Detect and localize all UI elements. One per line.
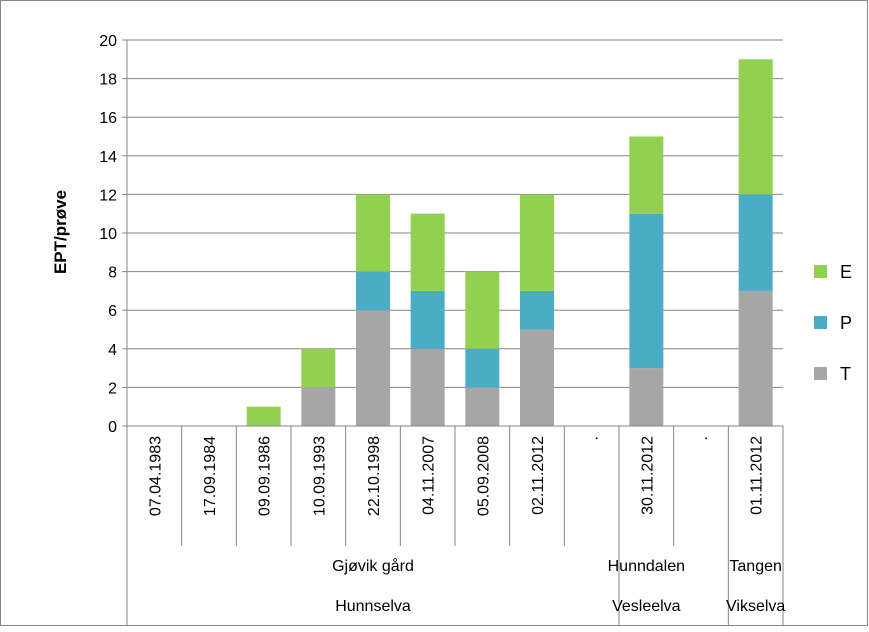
bars <box>246 59 773 426</box>
x-group-labels: Gjøvik gård Hunndalen Tangen Hunnselva Vesle… <box>332 557 785 615</box>
legend-swatch-p <box>814 316 827 329</box>
station-group-label: Hunndalen <box>608 558 685 575</box>
river-group-label: Vikselva <box>726 598 785 615</box>
y-tick-label: 0 <box>108 419 117 436</box>
x-category-label: 30.11.2012 <box>639 436 656 515</box>
bar-segment-t <box>738 290 773 426</box>
bar-segment-p <box>465 348 500 388</box>
bar-segment-p <box>356 271 390 311</box>
y-tick-labels: 0 2 4 6 8 10 12 14 16 18 20 <box>99 33 117 436</box>
y-tick-label: 10 <box>99 226 117 243</box>
x-category-label: . <box>585 436 602 440</box>
y-tick-label: 12 <box>99 187 117 204</box>
x-category-label: 17.09.1984 <box>202 436 219 516</box>
y-tick-label: 18 <box>99 72 117 89</box>
y-tick-label: 16 <box>99 110 117 127</box>
x-category-label: 22.10.1998 <box>366 436 383 516</box>
x-category-label: 09.09.1986 <box>257 436 274 516</box>
river-group-label: Hunnselva <box>335 598 411 615</box>
legend-label: E <box>840 262 852 282</box>
y-axis-label: EPT/prøve <box>51 190 70 274</box>
x-category-label: 05.09.2008 <box>475 436 492 516</box>
legend-swatch-t <box>814 367 827 380</box>
bar-segment-e <box>356 194 390 272</box>
station-group-label: Tangen <box>729 558 782 575</box>
river-group-label: Vesleelva <box>612 598 681 615</box>
y-tick-label: 6 <box>108 303 117 320</box>
legend-label: T <box>840 364 851 384</box>
bar-segment-e <box>465 271 500 349</box>
bar-segment-e <box>301 348 336 388</box>
bar-segment-e <box>246 406 281 426</box>
bar-segment-p <box>520 290 554 330</box>
bar-segment-p <box>410 290 445 349</box>
bar-segment-t <box>629 368 664 426</box>
y-tick-label: 14 <box>99 149 117 166</box>
bar-segment-t <box>301 387 336 426</box>
bar-segment-t <box>356 310 390 426</box>
axes <box>122 39 784 626</box>
bar-segment-e <box>629 136 664 214</box>
legend-swatch-e <box>814 265 827 278</box>
bar-segment-t <box>410 348 445 426</box>
bar-segment-e <box>520 194 554 291</box>
y-tick-label: 4 <box>108 342 117 359</box>
x-category-labels: 07.04.1983 17.09.1984 09.09.1986 10.09.1993… <box>147 436 765 516</box>
bar-segment-p <box>738 194 773 291</box>
x-category-label: 01.11.2012 <box>749 436 766 515</box>
y-tick-label: 2 <box>108 380 117 397</box>
y-tick-label: 20 <box>99 33 117 50</box>
gridlines <box>127 39 783 388</box>
x-category-label: 07.04.1983 <box>147 436 164 516</box>
y-tick-label: 8 <box>108 265 117 282</box>
bar-segment-t <box>465 387 500 426</box>
bar-segment-e <box>738 59 773 195</box>
bar-segment-p <box>629 213 664 369</box>
x-category-label: 02.11.2012 <box>530 436 547 515</box>
x-category-label: . <box>694 436 711 440</box>
station-group-label: Gjøvik gård <box>332 557 414 575</box>
legend: E P T <box>814 262 852 384</box>
x-category-label: 10.09.1993 <box>311 436 328 516</box>
x-category-label: 04.11.2007 <box>421 436 438 515</box>
bar-segment-t <box>520 329 554 426</box>
bar-segment-e <box>410 213 445 291</box>
legend-label: P <box>840 313 852 333</box>
